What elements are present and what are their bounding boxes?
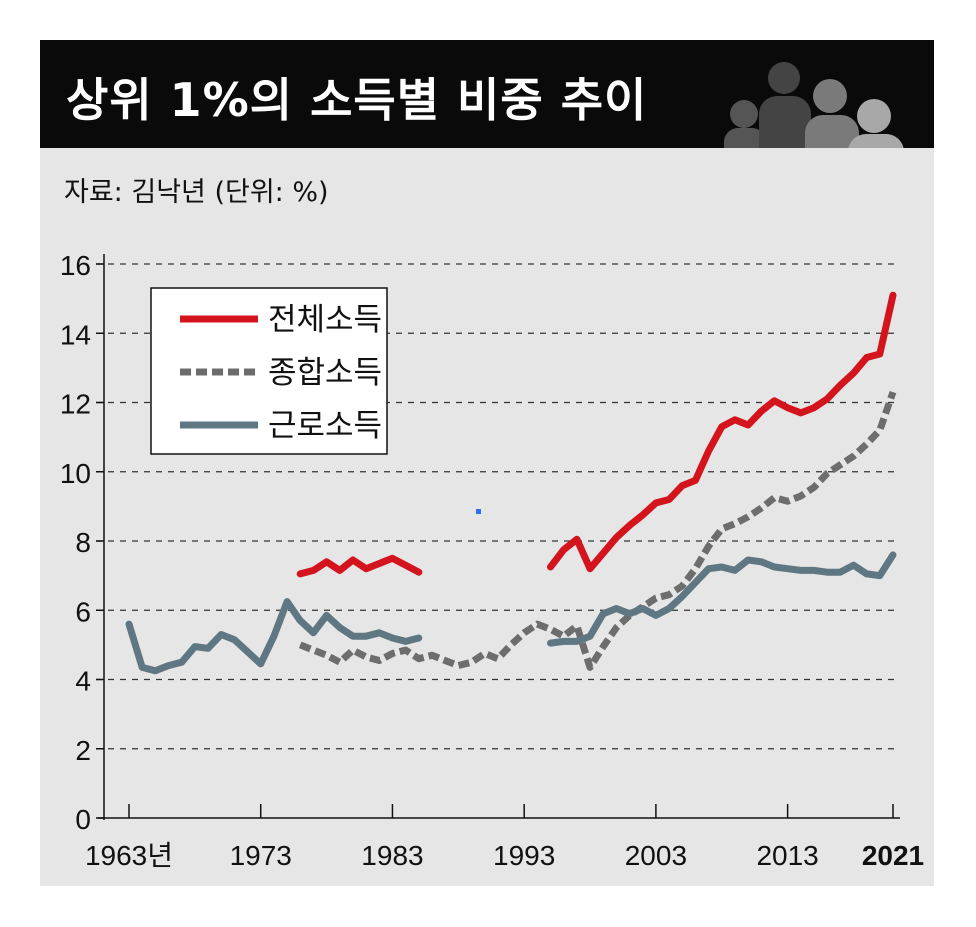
series-layer xyxy=(125,291,897,675)
series-line-2 xyxy=(547,551,897,647)
y-tick-label: 14 xyxy=(60,319,91,350)
people-silhouette-icon xyxy=(724,62,904,148)
series-line-0 xyxy=(296,554,423,578)
axis-layer: 0 2 4 6 8 10 12 14 16 1963년 1973 1983 1993 2003 2013 20… xyxy=(60,250,924,871)
source-note: 자료: 김낙년 (단위: %) xyxy=(64,177,329,208)
series-line-1 xyxy=(298,390,897,671)
x-tick-label: 2013 xyxy=(756,840,818,871)
y-tick-label: 0 xyxy=(75,804,91,835)
series-line-0 xyxy=(547,291,897,573)
legend-label: 전체소득 xyxy=(268,302,382,338)
legend-label: 근로소득 xyxy=(268,408,382,444)
chart-card: 상위 1%의 소득별 비중 추이 자료: 김낙년 (단위: %) xyxy=(40,40,934,886)
y-tick-label: 2 xyxy=(75,735,91,766)
chart-title: 상위 1%의 소득별 비중 추이 xyxy=(66,73,648,127)
y-tick-label: 8 xyxy=(75,527,91,558)
y-tick-label: 6 xyxy=(75,596,91,627)
title-bar: 상위 1%의 소득별 비중 추이 xyxy=(40,40,934,148)
x-tick-label: 1993 xyxy=(493,840,555,871)
x-tick-label: 1963년 xyxy=(85,840,173,871)
y-tick-label: 16 xyxy=(60,250,91,281)
x-tick-label: 1983 xyxy=(361,840,423,871)
legend-label: 종합소득 xyxy=(268,355,382,391)
y-tick-label: 4 xyxy=(75,666,91,697)
y-tick-label: 12 xyxy=(60,389,91,420)
x-tick-label: 2003 xyxy=(625,840,687,871)
stray-dot xyxy=(476,509,481,514)
series-line-2 xyxy=(125,598,423,675)
y-tick-label: 10 xyxy=(60,458,91,489)
x-tick-label: 2021 xyxy=(862,840,924,871)
x-tick-label: 1973 xyxy=(230,840,292,871)
